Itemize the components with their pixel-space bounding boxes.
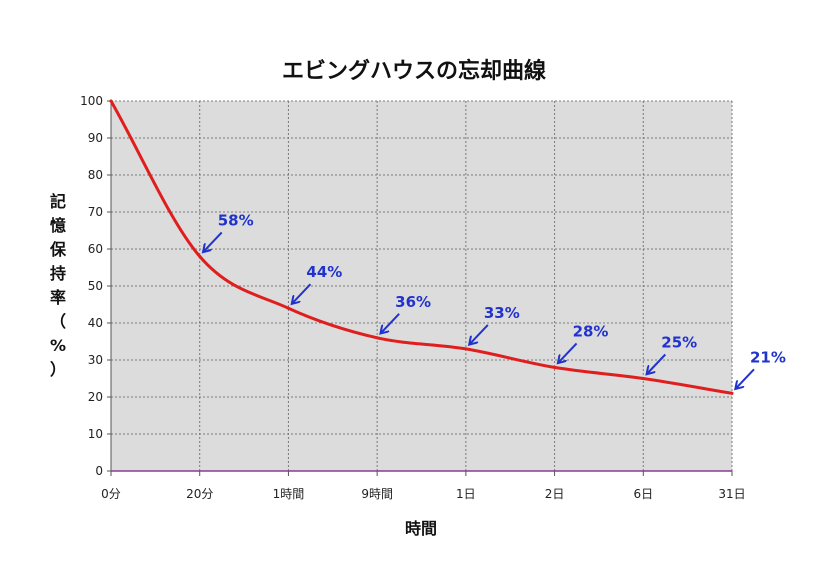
x-tick-label: 31日 [718, 487, 745, 501]
retention-curve-line [109, 99, 734, 395]
series-layer [109, 99, 734, 395]
x-axis-ticks: 0分 20分 1時間 9時間 1日 2日 6日 31日 [101, 471, 746, 501]
data-point [730, 391, 734, 395]
annotation-arrow [381, 313, 400, 333]
x-tick-label: 1日 [456, 487, 476, 501]
annotation-layer: 58% 44% 36% 33% 28% 25% 21% [204, 211, 786, 388]
y-tick-label: 80 [88, 168, 103, 182]
annotation-arrow [647, 353, 667, 374]
y-tick-label: 30 [88, 353, 103, 367]
annotation-arrow [292, 283, 312, 303]
annotation-label: 36% [395, 293, 431, 311]
y-tick-label: 50 [88, 279, 103, 293]
x-tick-label: 1時間 [273, 487, 305, 501]
y-tick-label: 20 [88, 390, 103, 404]
data-point [286, 306, 290, 310]
y-tick-label: 10 [88, 427, 103, 441]
annotation-label: 58% [218, 211, 254, 229]
annotation-label: 25% [661, 334, 697, 352]
x-tick-label: 9時間 [361, 487, 393, 501]
data-point [464, 347, 468, 351]
annotation-label: 28% [573, 322, 609, 340]
chart-title: エビングハウスの忘却曲線 [282, 58, 546, 84]
y-tick-label: 90 [88, 131, 103, 145]
data-point [553, 365, 557, 369]
annotation-label: 44% [306, 263, 342, 281]
x-tick-label: 0分 [101, 487, 121, 501]
annotation-arrow [204, 231, 223, 251]
y-tick-label: 70 [88, 205, 103, 219]
x-tick-label: 20分 [186, 487, 213, 501]
x-tick-label: 6日 [633, 487, 653, 501]
annotation-label: 33% [484, 304, 520, 322]
x-tick-label: 2日 [545, 487, 565, 501]
data-point [375, 336, 379, 340]
y-tick-label: 0 [95, 464, 103, 478]
annotation-label: 21% [750, 348, 786, 366]
data-point [109, 99, 113, 103]
y-tick-label: 100 [80, 94, 103, 108]
y-axis-ticks: 0 10 20 30 40 50 60 70 80 90 100 [80, 94, 111, 478]
annotation-arrow [559, 342, 578, 362]
annotation-arrow [470, 324, 489, 344]
y-tick-label: 40 [88, 316, 103, 330]
data-point [198, 254, 202, 258]
x-axis-label: 時間 [405, 519, 437, 538]
y-axis-label: 記憶保持率（%） [49, 192, 67, 379]
data-point [641, 377, 645, 380]
annotation-arrow [736, 368, 755, 388]
y-tick-label: 60 [88, 242, 103, 256]
